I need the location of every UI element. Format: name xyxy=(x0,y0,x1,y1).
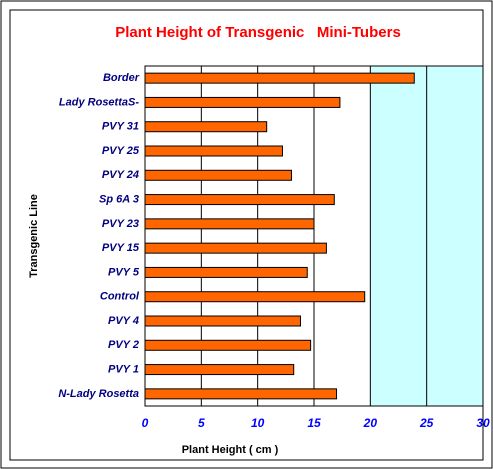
bar xyxy=(144,169,292,181)
x-tick-label: 5 xyxy=(198,416,205,430)
bar xyxy=(144,121,268,133)
bar xyxy=(144,266,308,278)
y-tick-label: N-Lady Rosetta xyxy=(58,388,139,400)
y-tick-label: PVY 31 xyxy=(102,121,139,133)
y-tick-label: PVY 4 xyxy=(108,315,139,327)
bar xyxy=(144,72,415,84)
y-axis-label: Transgenic Line xyxy=(28,194,40,278)
y-tick-label: Lady RosettaS- xyxy=(59,96,139,108)
y-tick-label: PVY 2 xyxy=(108,339,139,351)
bar xyxy=(144,339,312,351)
x-tick-label: 0 xyxy=(142,416,149,430)
bar xyxy=(144,194,335,206)
y-tick-label: PVY 15 xyxy=(102,242,140,254)
bar xyxy=(144,315,301,327)
bar xyxy=(144,145,283,157)
x-tick-label: 25 xyxy=(419,416,434,430)
bar xyxy=(144,388,338,400)
x-tick-label: 15 xyxy=(307,416,321,430)
bar xyxy=(144,242,327,254)
y-tick-label: PVY 23 xyxy=(102,218,139,230)
y-tick-label: PVY 1 xyxy=(108,363,139,375)
x-tick-label: 30 xyxy=(476,416,490,430)
x-tick-label: 10 xyxy=(251,416,265,430)
bar xyxy=(144,291,366,303)
y-tick-label: PVY 5 xyxy=(108,266,140,278)
y-tick-label: PVY 24 xyxy=(102,169,139,181)
bar xyxy=(144,364,295,376)
x-tick-label: 20 xyxy=(363,416,378,430)
bar xyxy=(144,218,315,230)
y-tick-label: PVY 25 xyxy=(102,145,140,157)
x-axis-label: Plant Height ( cm ) xyxy=(182,444,279,456)
bar xyxy=(144,96,341,108)
y-tick-label: Control xyxy=(100,291,140,303)
chart-title: Plant Height of Transgenic Mini-Tubers xyxy=(115,24,401,41)
y-tick-label: Sp 6A 3 xyxy=(99,193,139,205)
y-tick-label: Border xyxy=(103,72,140,84)
